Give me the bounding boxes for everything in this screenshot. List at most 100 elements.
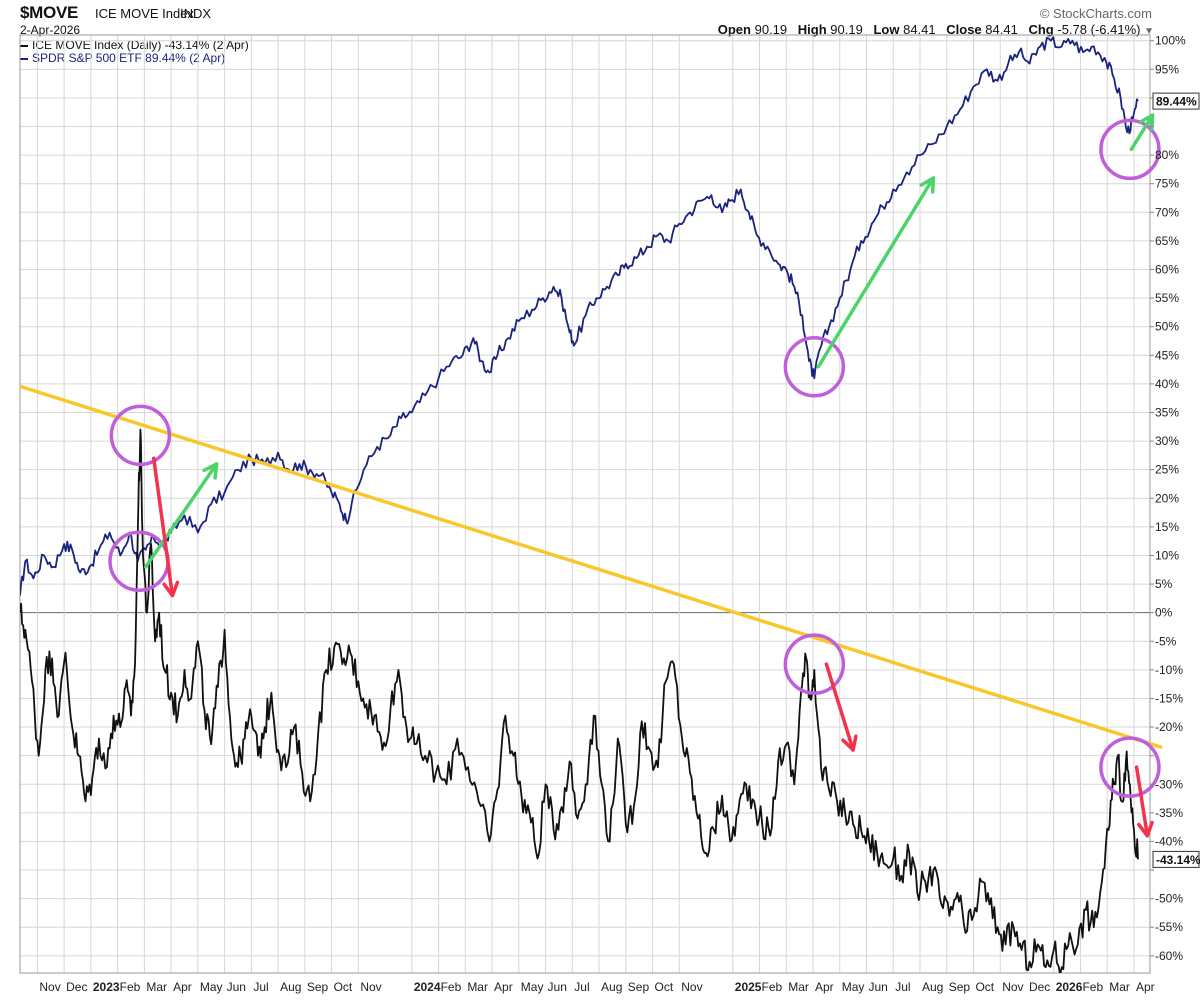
x-tick-label: 2025 (735, 980, 762, 994)
x-tick-label: Oct (334, 980, 353, 994)
plot-area-border (19, 34, 1151, 974)
y-tick-label: -5% (1155, 634, 1177, 648)
ohlc-readout: Open 90.19 High 90.19 Low 84.41 Close 84… (718, 22, 1154, 37)
x-tick-label: Jul (895, 980, 910, 994)
green-arrow-icon-shaft (816, 176, 936, 369)
green-arrow-icon-head (919, 176, 936, 194)
x-tick-label: Apr (1136, 980, 1155, 994)
end-label-box (1152, 850, 1200, 868)
y-tick-label: -35% (1155, 806, 1183, 820)
annotations (19, 113, 1163, 838)
green-arrow-icon-head (202, 462, 219, 480)
red-arrow-icon-head (162, 580, 180, 598)
y-tick-label: 50% (1155, 320, 1179, 334)
green-arrow-icon (816, 176, 936, 369)
x-axis: Nov Dec 2023 Feb Mar Apr May Jun Jul Aug Sep Oct Nov… (39, 980, 1154, 994)
y-tick-label: 55% (1155, 291, 1179, 305)
end-label-box (1152, 92, 1200, 110)
high-value: 90.19 (830, 22, 863, 37)
chart-legend: ICE MOVE Index (Daily) -43.14% (2 Apr) S… (20, 39, 249, 65)
highlight-circle (108, 530, 170, 592)
x-tick-label: Oct (975, 980, 994, 994)
y-tick-label: 25% (1155, 463, 1179, 477)
green-arrow-icon-head (1138, 113, 1155, 131)
low-label: Low (873, 22, 900, 37)
end-labels: 89.44% -43.14% (1152, 92, 1200, 868)
red-arrow-icon-head (841, 734, 858, 752)
y-tick-label: 65% (1155, 234, 1179, 248)
stockcharts-watermark: © StockCharts.com (1039, 6, 1152, 21)
x-tick-label: Jul (574, 980, 589, 994)
y-tick-label: 60% (1155, 263, 1179, 277)
green-arrow-icon (143, 462, 219, 569)
high-label: High (797, 22, 827, 37)
y-tick-label: -55% (1155, 920, 1183, 934)
x-tick-label: Feb (441, 980, 462, 994)
red-arrow-icon-shaft (1134, 765, 1150, 838)
y-tick-label: -20% (1155, 720, 1183, 734)
x-tick-label: Feb (120, 980, 141, 994)
green-arrow-icon-shaft (143, 462, 219, 569)
x-tick-label: Feb (1082, 980, 1103, 994)
highlight-circle (783, 633, 846, 695)
x-tick-label: 2026 (1056, 980, 1083, 994)
close-label: Close (946, 22, 982, 37)
x-tick-label: Apr (173, 980, 192, 994)
index-name: ICE MOVE Index (95, 6, 194, 21)
highlight-circle (783, 335, 846, 398)
move-end-label: -43.14% (1152, 850, 1200, 868)
y-tick-label: 45% (1155, 348, 1179, 362)
green-arrow-icon (1129, 113, 1155, 152)
y-tick-label: -15% (1155, 691, 1183, 705)
exchange-label: INDX (180, 6, 212, 21)
y-tick-label: -10% (1155, 663, 1183, 677)
x-tick-label: Feb (762, 980, 783, 994)
x-tick-label: Dec (66, 980, 87, 994)
x-tick-label: Apr (815, 980, 834, 994)
x-tick-label: 2024 (414, 980, 441, 994)
x-tick-label: Dec (1029, 980, 1050, 994)
x-tick-label: Sep (307, 980, 329, 994)
end-label-text: -43.14% (1156, 853, 1200, 867)
x-tick-label: Sep (628, 980, 650, 994)
open-label: Open (717, 22, 751, 37)
x-tick-label: Nov (39, 980, 60, 994)
end-label-text: 89.44% (1156, 95, 1197, 109)
y-tick-label: 15% (1155, 520, 1179, 534)
y-tick-label: 70% (1155, 205, 1179, 219)
y-tick-label: -50% (1155, 892, 1183, 906)
legend-item-spy: SPDR S&P 500 ETF 89.44% (2 Apr) (20, 52, 249, 65)
x-tick-label: Nov (681, 980, 702, 994)
x-tick-label: Jul (253, 980, 268, 994)
chg-label: Chg (1028, 22, 1054, 37)
x-tick-label: Jun (868, 980, 887, 994)
red-arrow-icon (824, 662, 858, 752)
legend-swatch-blue-icon (20, 57, 28, 60)
y-tick-label: 20% (1155, 491, 1179, 505)
x-tick-label: Aug (601, 980, 622, 994)
chg-value: -5.78 (-6.41%) (1057, 22, 1141, 37)
y-tick-label: -30% (1155, 777, 1183, 791)
y-tick-label: 35% (1155, 405, 1179, 419)
x-tick-label: May (842, 980, 865, 994)
x-tick-label: Jun (548, 980, 567, 994)
highlight-circle (109, 404, 172, 467)
x-tick-label: Mar (146, 980, 167, 994)
y-tick-label: 40% (1155, 377, 1179, 391)
x-tick-label: Nov (1002, 980, 1023, 994)
x-tick-label: May (200, 980, 223, 994)
x-tick-label: Nov (360, 980, 381, 994)
red-arrow-icon (1134, 765, 1154, 838)
y-tick-label: 30% (1155, 434, 1179, 448)
y-tick-label: 95% (1155, 62, 1179, 76)
yellow-trendline (19, 385, 1163, 749)
x-tick-label: Aug (280, 980, 301, 994)
y-tick-label: -40% (1155, 834, 1183, 848)
x-tick-label: Jun (227, 980, 246, 994)
y-tick-label: 100% (1155, 34, 1186, 48)
red-arrow-icon-shaft (151, 456, 175, 598)
series-lines (20, 36, 1139, 973)
ticker-symbol: $MOVE (20, 3, 79, 22)
